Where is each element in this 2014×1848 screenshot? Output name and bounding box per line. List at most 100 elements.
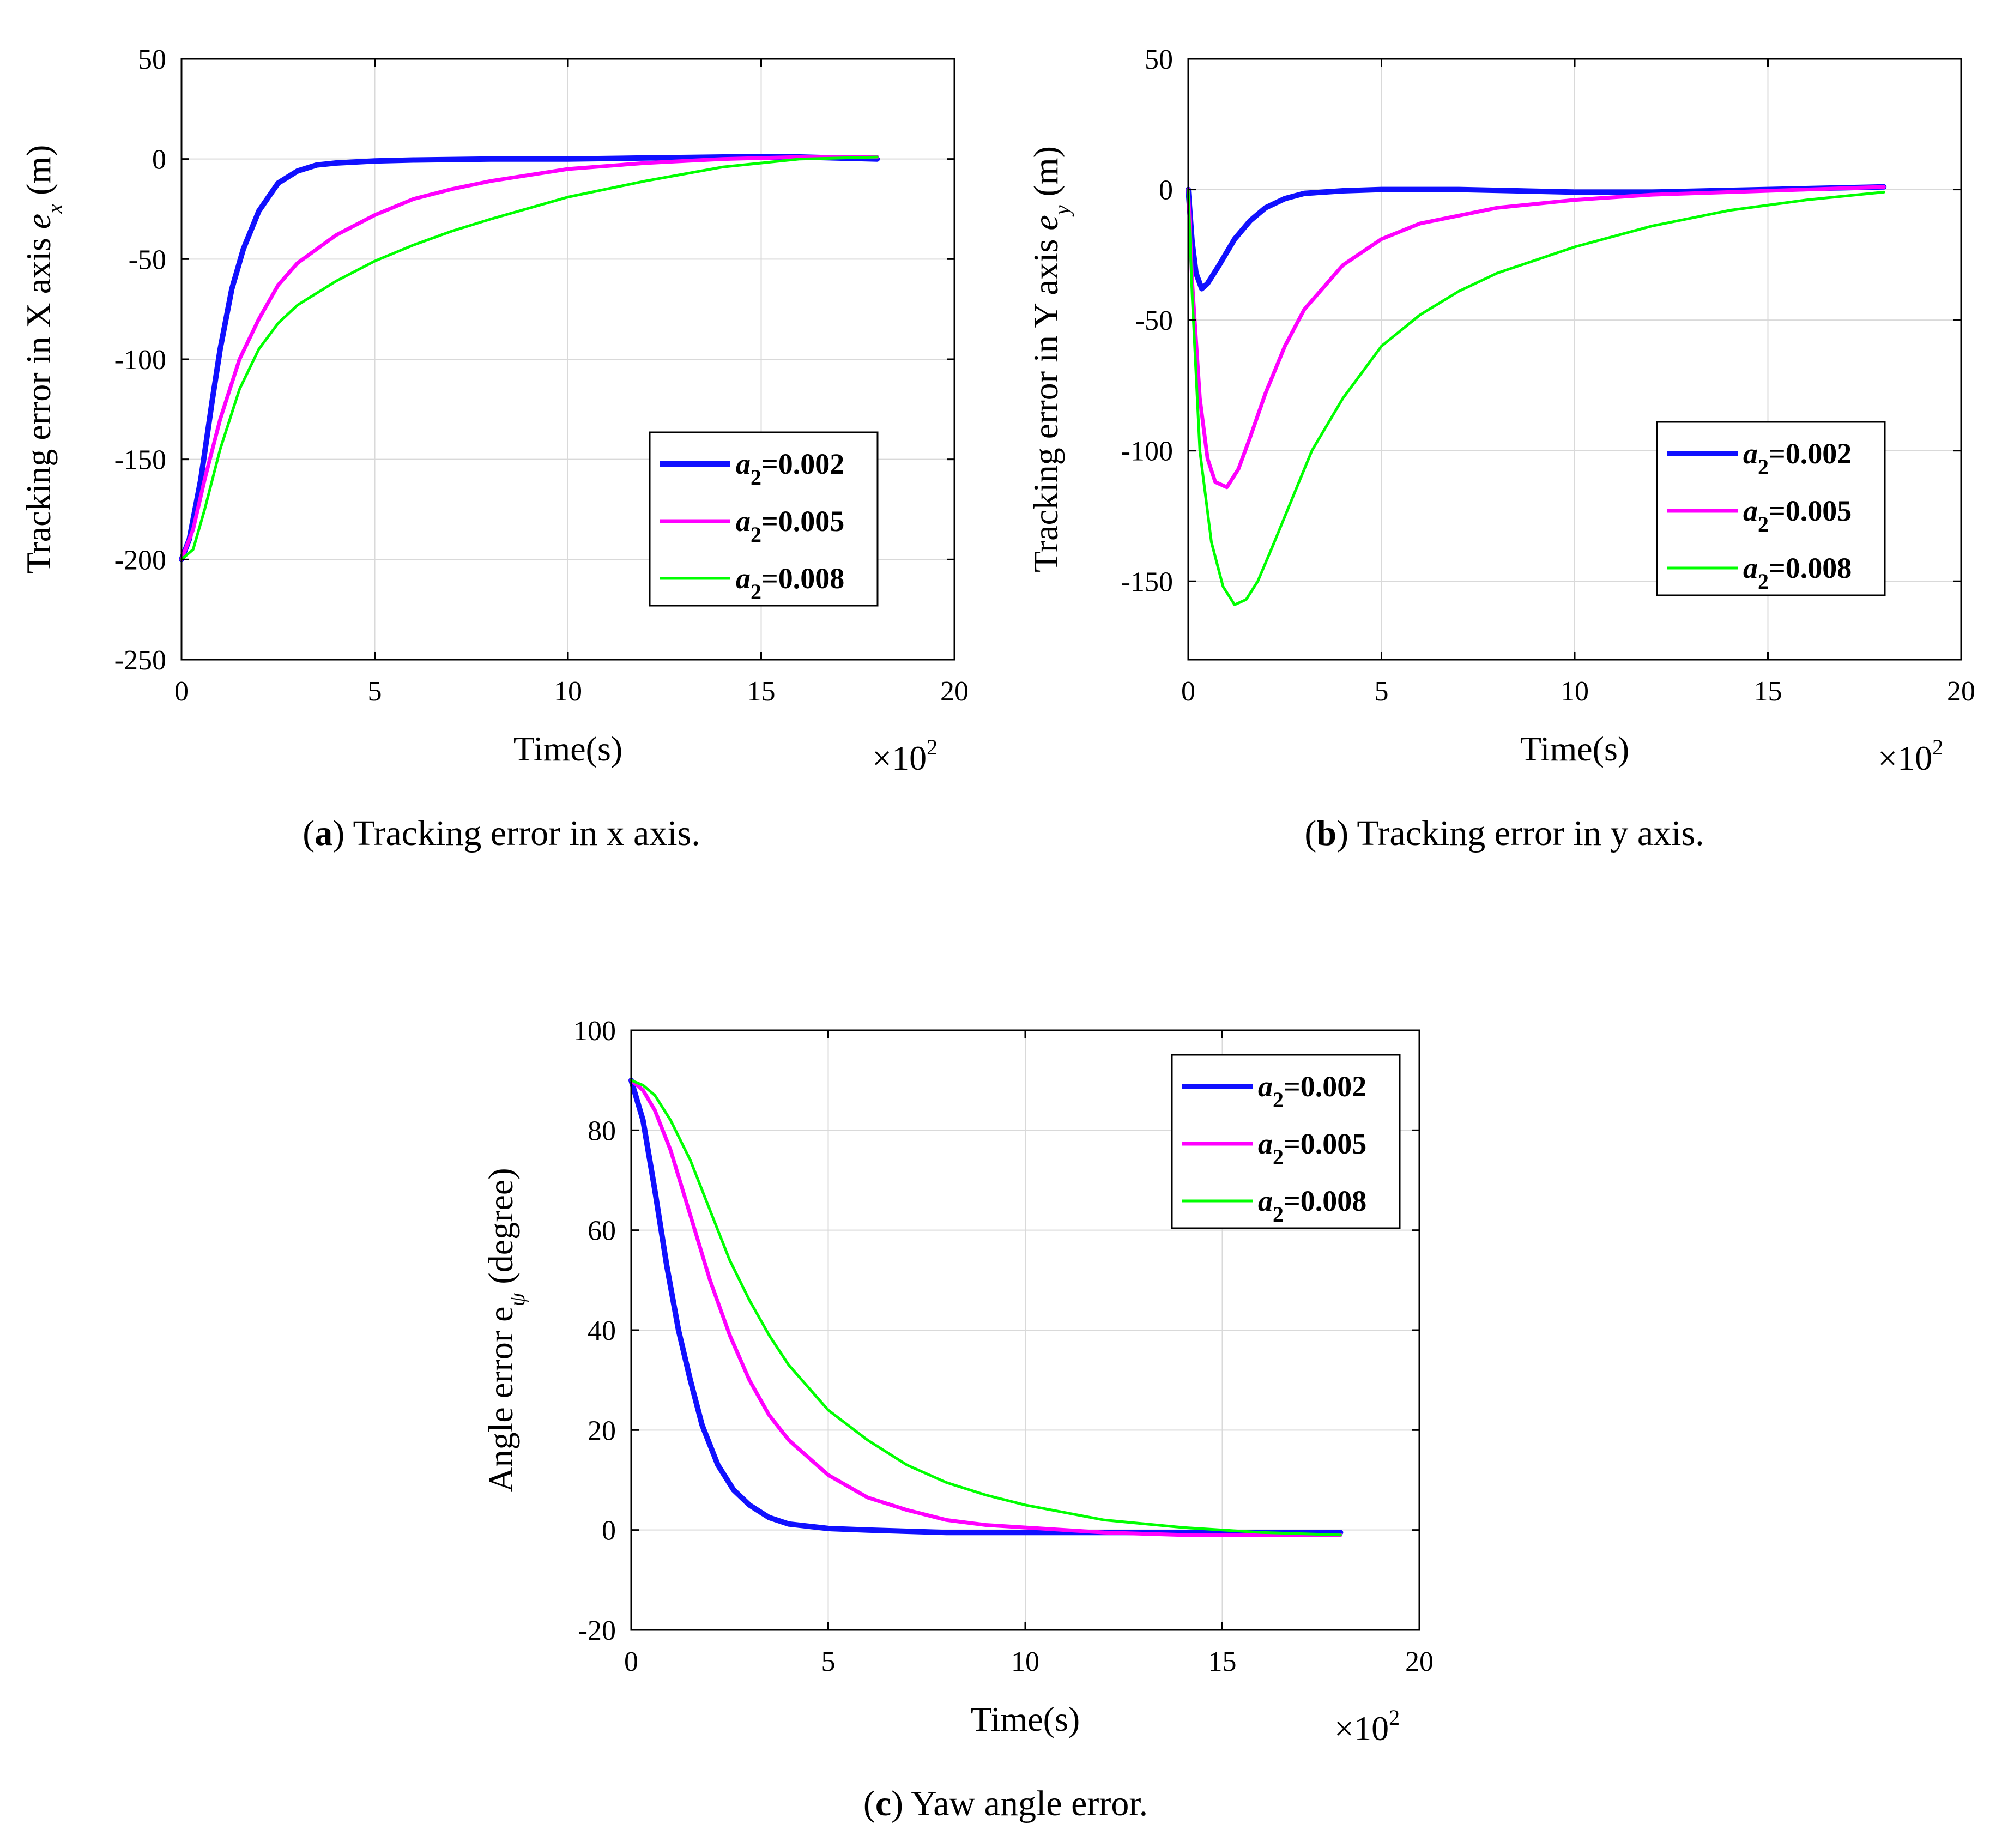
legend-entry-label: a2=0.005 xyxy=(1743,494,1852,536)
legend-value: =0.005 xyxy=(1284,1127,1366,1160)
series-line-a2_0008 xyxy=(630,1079,1342,1537)
x-multiplier-base: ×10 xyxy=(872,739,927,777)
legend-subscript: 2 xyxy=(1273,1145,1284,1169)
figure-caption: (c) Yaw angle error. xyxy=(863,1784,1148,1823)
caption-letter: a xyxy=(315,813,332,853)
caption-open-paren: ( xyxy=(1304,813,1316,853)
y-label-unit: (degree) xyxy=(481,1168,520,1293)
y-tick-label: 50 xyxy=(1145,44,1173,75)
legend-variable: a xyxy=(1258,1185,1273,1217)
x-axis-label: Time(s) xyxy=(1520,729,1629,768)
x-multiplier-exponent: 2 xyxy=(927,735,938,759)
legend-variable: a xyxy=(1743,494,1758,527)
legend-value: =0.008 xyxy=(1769,552,1852,584)
legend-value: =0.002 xyxy=(1284,1070,1366,1103)
x-tick-label: 10 xyxy=(1011,1646,1039,1677)
legend-value: =0.008 xyxy=(761,562,844,595)
legend-entry-label: a2=0.002 xyxy=(1258,1070,1366,1112)
series-line-a2_0008 xyxy=(180,155,879,561)
legend-variable: a xyxy=(1258,1127,1273,1160)
y-tick-label: 0 xyxy=(1159,175,1173,206)
caption-text: ) Tracking error in x axis. xyxy=(332,813,700,853)
x-tick-label: 15 xyxy=(747,676,776,707)
series-line-a2_0005 xyxy=(1186,185,1886,490)
y-tick-label: 0 xyxy=(152,144,166,176)
x-tick-label: 15 xyxy=(1208,1646,1237,1677)
y-label-text: Angle error e xyxy=(481,1306,520,1492)
y-label-unit: (m) xyxy=(19,145,58,204)
legend-value: =0.002 xyxy=(1769,437,1852,470)
legend-subscript: 2 xyxy=(1758,512,1769,536)
legend-subscript: 2 xyxy=(1273,1088,1284,1112)
x-tick-label: 5 xyxy=(368,676,382,707)
y-label-variable: e xyxy=(19,214,58,229)
x-tick-label: 20 xyxy=(940,676,969,707)
x-axis-multiplier: ×102 xyxy=(1878,735,1943,777)
legend-value: =0.005 xyxy=(761,505,844,538)
x-axis-multiplier: ×102 xyxy=(1334,1705,1400,1748)
legend-variable: a xyxy=(736,562,751,595)
x-tick-label: 10 xyxy=(1561,676,1589,707)
y-label-text: Tracking error in Y axis xyxy=(1026,231,1065,572)
y-tick-label: 50 xyxy=(138,44,166,75)
series-line-a2_0005 xyxy=(179,155,879,561)
caption-text: ) Tracking error in y axis. xyxy=(1336,813,1704,853)
y-tick-label: 100 xyxy=(573,1016,616,1047)
legend-entry-label: a2=0.008 xyxy=(1743,552,1852,594)
caption-letter: c xyxy=(875,1784,891,1823)
x-multiplier-exponent: 2 xyxy=(1389,1705,1400,1730)
x-multiplier-base: ×10 xyxy=(1878,739,1932,777)
x-axis-label: Time(s) xyxy=(971,1700,1080,1738)
legend-subscript: 2 xyxy=(751,522,761,547)
caption-open-paren: ( xyxy=(863,1784,875,1823)
series-line-a2_0002 xyxy=(1186,184,1887,292)
y-tick-label: -20 xyxy=(578,1615,616,1646)
legend-value: =0.008 xyxy=(1284,1185,1366,1217)
y-label-variable: e xyxy=(1026,215,1065,230)
y-tick-label: -250 xyxy=(114,645,166,676)
legend-entry-label: a2=0.008 xyxy=(736,562,844,604)
legend-entry-label: a2=0.005 xyxy=(1258,1127,1366,1169)
y-tick-label: -100 xyxy=(1121,436,1173,467)
caption-text: ) Yaw angle error. xyxy=(891,1784,1148,1823)
y-tick-label: -150 xyxy=(1121,566,1173,597)
series-line-a2_0002 xyxy=(179,154,880,563)
figure-caption: (b) Tracking error in y axis. xyxy=(1304,813,1704,853)
y-tick-label: 0 xyxy=(602,1515,616,1547)
x-tick-label: 5 xyxy=(821,1646,836,1677)
y-axis-label: Angle error eψ (degree) xyxy=(481,1168,529,1492)
y-tick-label: -50 xyxy=(129,244,166,275)
chart-panel-a: 0 5 10 15 20 50 0 -50 -100 -150 -200 -250 Time(s) ×10… xyxy=(19,44,969,853)
legend-variable: a xyxy=(1258,1070,1273,1103)
x-tick-label: 10 xyxy=(554,676,582,707)
x-tick-label: 0 xyxy=(174,676,189,707)
x-tick-label: 0 xyxy=(1181,676,1195,707)
caption-letter: b xyxy=(1316,813,1336,853)
y-tick-label: 60 xyxy=(588,1216,616,1247)
legend-variable: a xyxy=(1743,552,1758,584)
x-tick-label: 0 xyxy=(624,1646,638,1677)
x-axis-multiplier: ×102 xyxy=(872,735,938,777)
y-axis-label: Tracking error in X axis ex (m) xyxy=(19,145,67,574)
legend-subscript: 2 xyxy=(1273,1202,1284,1227)
y-tick-label: -150 xyxy=(114,445,166,476)
legend-value: =0.002 xyxy=(761,448,844,480)
legend-variable: a xyxy=(736,448,751,480)
x-multiplier-base: ×10 xyxy=(1334,1709,1389,1748)
legend-variable: a xyxy=(736,505,751,538)
y-label-subscript: y xyxy=(1050,205,1074,217)
y-tick-label: 80 xyxy=(588,1115,616,1146)
x-multiplier-exponent: 2 xyxy=(1932,735,1943,759)
legend-entry-label: a2=0.002 xyxy=(736,448,844,490)
legend-entry-label: a2=0.002 xyxy=(1743,437,1852,479)
x-axis-label: Time(s) xyxy=(513,729,622,768)
legend-value: =0.005 xyxy=(1769,494,1852,527)
legend-subscript: 2 xyxy=(751,579,761,604)
series-line-a2_0005 xyxy=(629,1078,1342,1537)
y-tick-label: -200 xyxy=(114,545,166,576)
y-axis-label: Tracking error in Y axis ey (m) xyxy=(1026,146,1074,572)
